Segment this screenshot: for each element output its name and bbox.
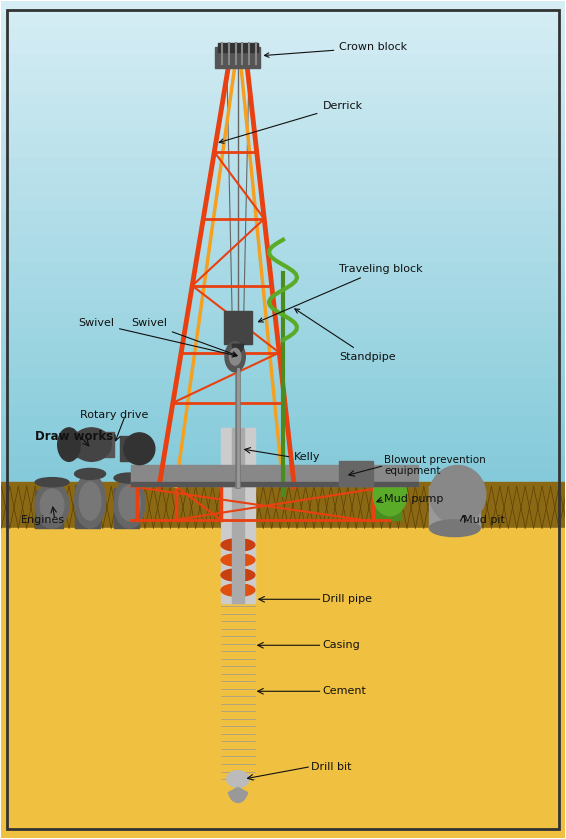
Bar [430, 487, 480, 529]
Bar [1, 92, 565, 105]
Bar [1, 312, 565, 326]
Bar [1, 338, 565, 352]
Ellipse shape [226, 771, 249, 788]
Bar [373, 482, 401, 520]
Ellipse shape [35, 482, 69, 529]
Bar [1, 131, 565, 144]
Bar [1, 494, 565, 507]
Bar [1, 326, 565, 338]
Bar [1, 261, 565, 274]
Bar [1, 28, 565, 40]
Bar [1, 2, 565, 14]
Ellipse shape [40, 489, 64, 521]
Bar [1, 287, 565, 300]
Text: Drill bit: Drill bit [311, 762, 351, 772]
Bar [218, 43, 258, 51]
Bar [232, 428, 243, 603]
Bar [340, 461, 373, 487]
Bar [35, 492, 63, 529]
Bar [1, 40, 565, 53]
Ellipse shape [79, 482, 101, 520]
Bar [1, 157, 565, 169]
Text: Swivel: Swivel [131, 318, 237, 356]
Text: Draw works: Draw works [35, 430, 113, 443]
Bar [1, 481, 565, 494]
Bar [1, 378, 565, 390]
Text: Rotary drive: Rotary drive [80, 410, 149, 420]
Bar [1, 468, 565, 481]
Text: Blowout prevention
equipment: Blowout prevention equipment [384, 455, 486, 477]
Ellipse shape [373, 474, 407, 516]
Bar [1, 195, 565, 209]
Ellipse shape [75, 474, 106, 529]
Bar [131, 466, 418, 487]
Bar [1, 352, 565, 364]
Text: Crown block: Crown block [264, 43, 408, 57]
Ellipse shape [58, 428, 80, 461]
Bar [1, 416, 565, 429]
Bar [221, 428, 255, 603]
Ellipse shape [430, 466, 486, 524]
Bar [1, 209, 565, 221]
Text: Swivel: Swivel [78, 318, 237, 357]
Text: Derrick: Derrick [219, 101, 363, 143]
Text: Cement: Cement [323, 686, 366, 696]
Ellipse shape [221, 539, 255, 551]
Bar [1, 442, 565, 455]
Text: Kelly: Kelly [294, 452, 321, 462]
Bar [1, 169, 565, 183]
Bar [1, 529, 565, 837]
Bar [1, 404, 565, 416]
Bar [1, 66, 565, 79]
Ellipse shape [72, 428, 111, 461]
Bar [216, 47, 260, 68]
Ellipse shape [221, 569, 255, 581]
Ellipse shape [35, 477, 69, 487]
Bar [1, 390, 565, 404]
Text: Standpipe: Standpipe [295, 309, 396, 362]
Bar [75, 485, 100, 529]
Text: Casing: Casing [323, 640, 360, 650]
Text: Drill pipe: Drill pipe [323, 594, 372, 604]
Bar [1, 300, 565, 312]
Bar [1, 364, 565, 378]
Text: Engines: Engines [21, 515, 65, 525]
Bar [1, 455, 565, 468]
Bar [1, 53, 565, 66]
Bar [131, 482, 418, 487]
Bar [1, 274, 565, 287]
Bar [1, 248, 565, 261]
Bar [224, 310, 252, 344]
Bar [1, 183, 565, 195]
Wedge shape [229, 788, 247, 802]
Bar [1, 482, 565, 529]
Bar [1, 221, 565, 235]
Ellipse shape [430, 520, 480, 537]
Bar [114, 488, 139, 529]
Bar [1, 79, 565, 92]
Bar [1, 144, 565, 157]
Text: Mud pump: Mud pump [384, 494, 444, 504]
Bar [1, 105, 565, 118]
Ellipse shape [119, 486, 140, 521]
Ellipse shape [114, 473, 145, 483]
Bar [69, 432, 114, 457]
Text: Mud pit: Mud pit [463, 515, 505, 525]
Bar [1, 520, 565, 837]
Text: Traveling block: Traveling block [259, 264, 423, 322]
Wedge shape [232, 344, 243, 352]
Ellipse shape [124, 433, 155, 465]
Bar [1, 429, 565, 442]
Circle shape [225, 341, 245, 372]
Bar [1, 507, 565, 520]
Bar [1, 235, 565, 248]
Ellipse shape [221, 554, 255, 566]
Bar [119, 436, 142, 461]
Ellipse shape [114, 478, 145, 529]
Ellipse shape [75, 468, 106, 479]
Bar [1, 14, 565, 28]
Bar [1, 118, 565, 131]
Circle shape [229, 348, 241, 365]
Ellipse shape [221, 584, 255, 597]
